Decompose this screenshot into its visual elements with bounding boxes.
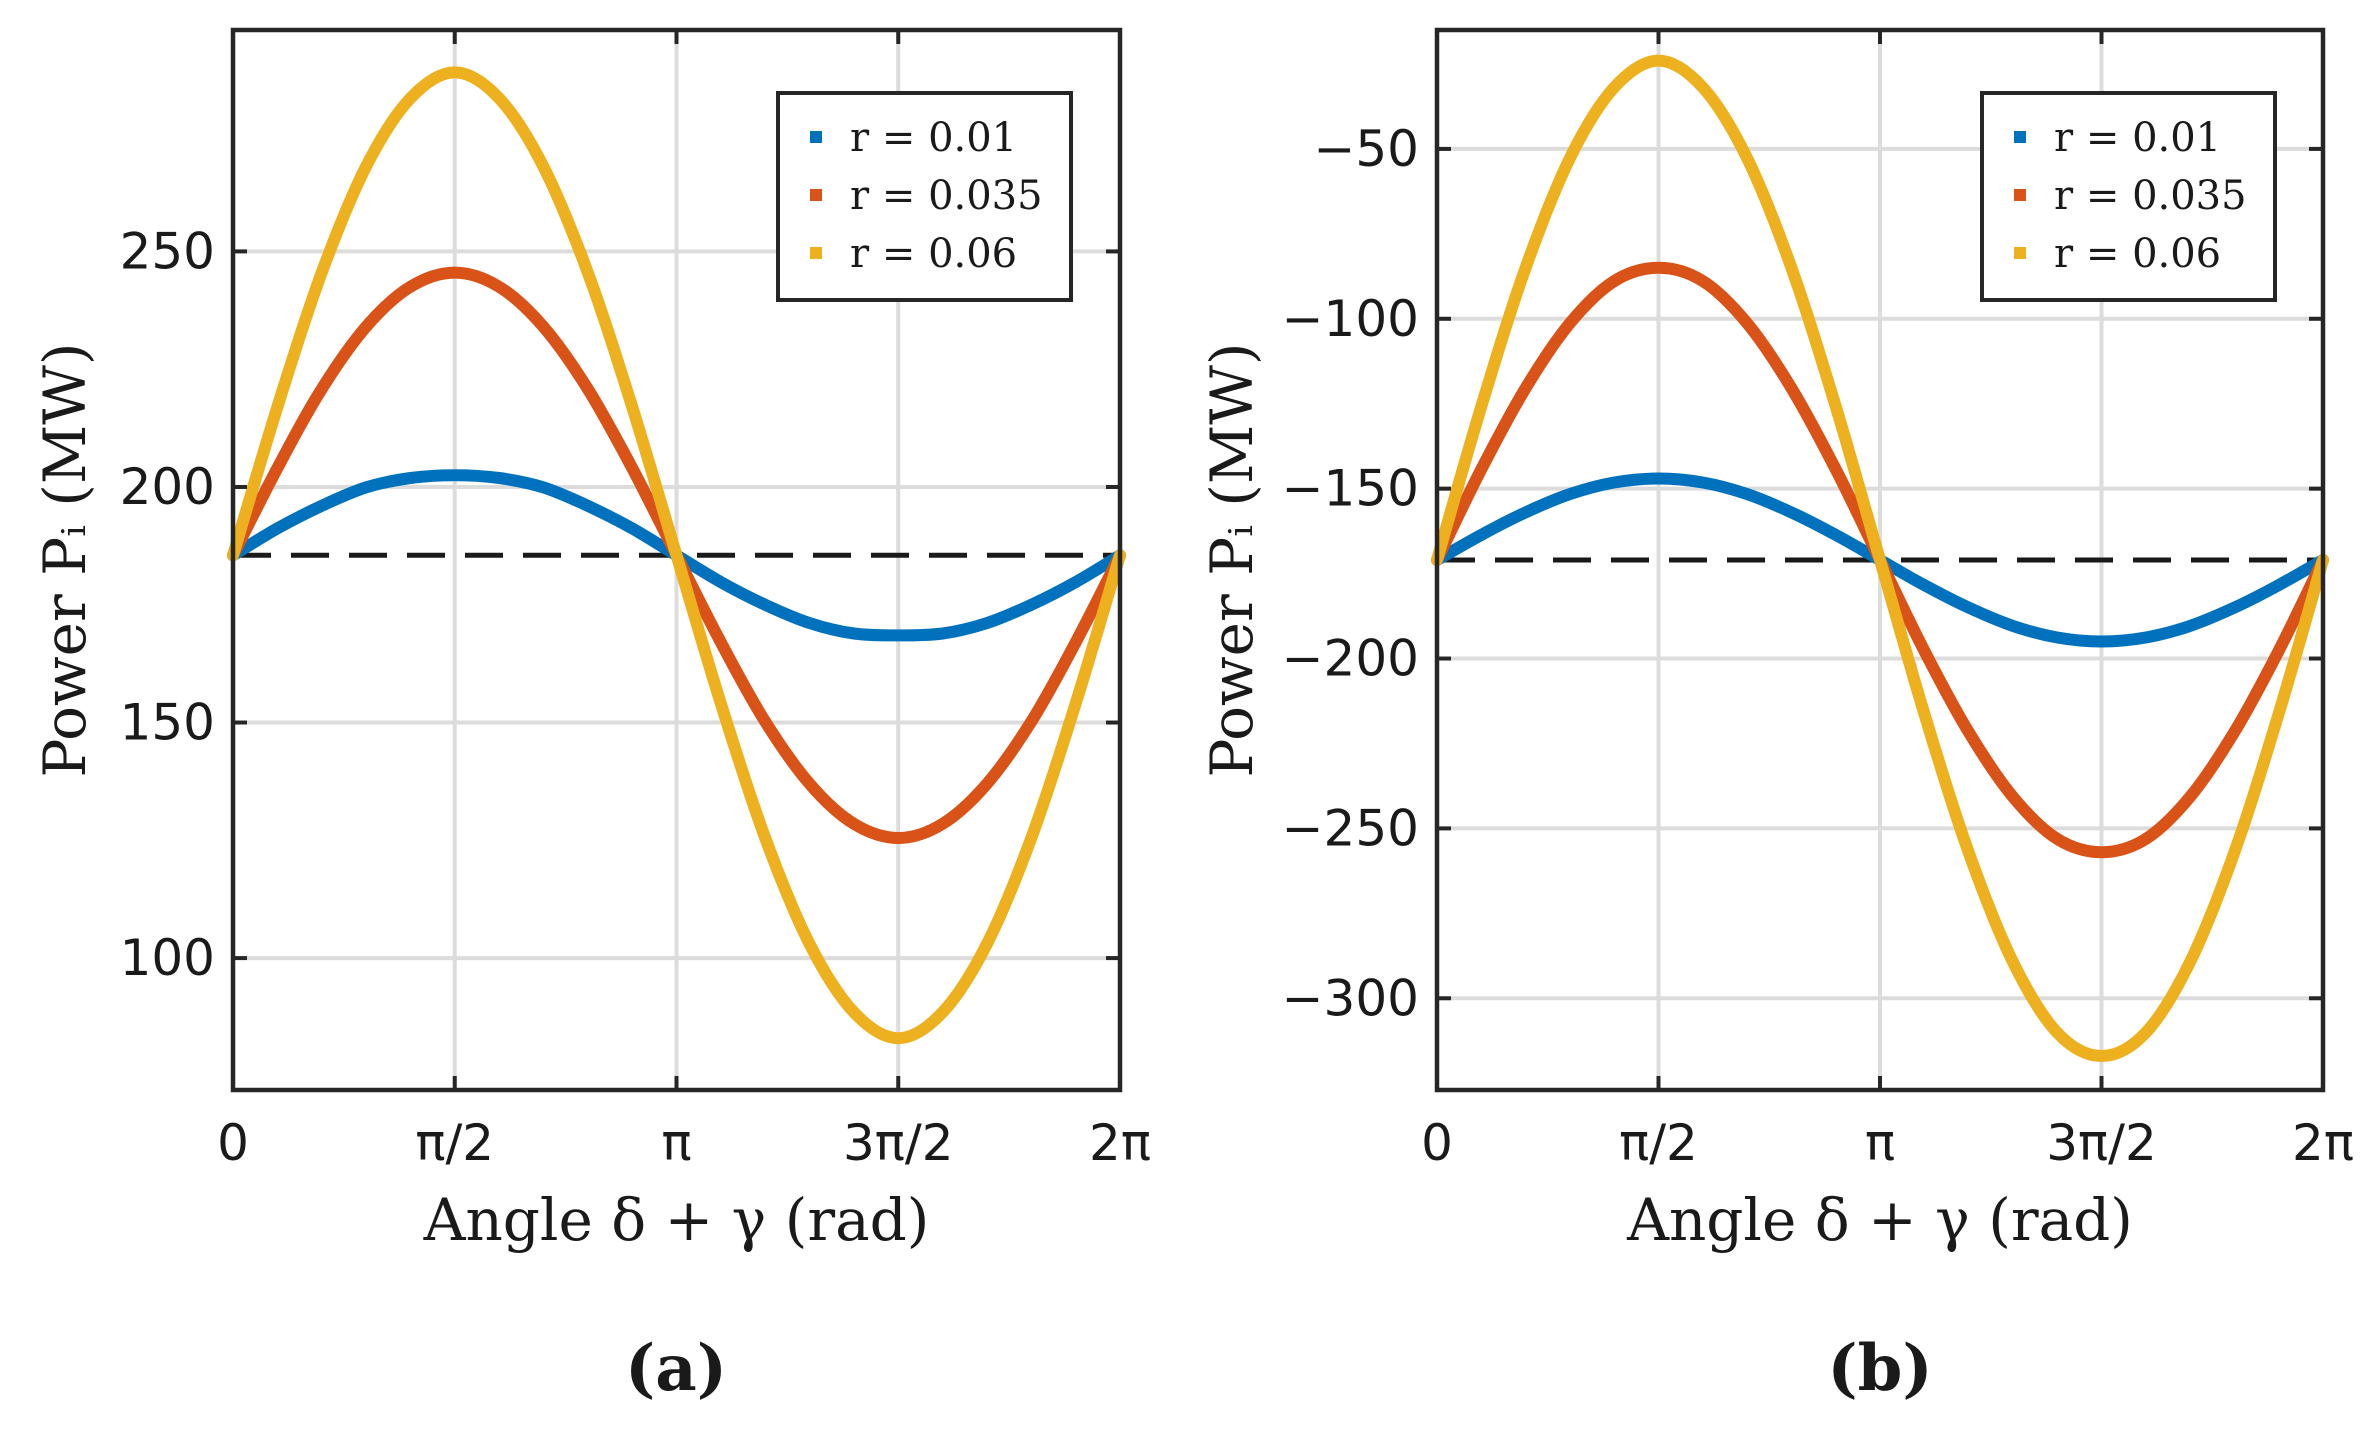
x-tick-label: 0	[1421, 1114, 1453, 1172]
y-axis-label: Power Pᵢ (MW)	[1198, 342, 1266, 777]
legend: r = 0.01 r = 0.035 r = 0.06	[1980, 91, 2277, 302]
legend-marker-2	[2014, 189, 2026, 201]
legend-label-1: r = 0.01	[2054, 115, 2221, 161]
x-tick-label: 2π	[1089, 1114, 1151, 1172]
x-tick-label: π	[1865, 1114, 1895, 1172]
y-tick-label: −150	[1282, 460, 1419, 518]
y-tick-label: 100	[120, 929, 215, 987]
x-tick-label: 2π	[2292, 1114, 2354, 1172]
x-tick-label: 3π/2	[2046, 1114, 2157, 1172]
y-tick-label: −250	[1282, 799, 1419, 857]
legend-label-2: r = 0.035	[2054, 173, 2247, 219]
legend-label-2: r = 0.035	[850, 173, 1043, 219]
panel-a: 0 π/2 π 3π/2 2π 100 150 200 250 Angle δ + γ (rad)…	[31, 27, 1151, 1406]
y-axis-label: Power Pᵢ (MW)	[31, 342, 99, 777]
y-tick-label: −50	[1313, 120, 1419, 178]
legend-label-3: r = 0.06	[850, 231, 1017, 277]
panel-label: (b)	[1827, 1331, 1932, 1406]
x-axis-label: Angle δ + γ (rad)	[1626, 1186, 2133, 1254]
panel-b: 0 π/2 π 3π/2 2π −300 −250 −200 −150 −100 −50 Angle …	[1198, 27, 2354, 1406]
y-tick-label: 200	[120, 458, 215, 516]
legend-label-3: r = 0.06	[2054, 231, 2221, 277]
legend: r = 0.01 r = 0.035 r = 0.06	[776, 91, 1073, 302]
y-tick-label: −200	[1282, 630, 1419, 688]
x-axis-label: Angle δ + γ (rad)	[423, 1186, 930, 1254]
x-tick-label: 3π/2	[843, 1114, 954, 1172]
y-tick-label: −300	[1282, 969, 1419, 1027]
x-tick-label: 0	[217, 1114, 249, 1172]
panel-label: (a)	[625, 1331, 727, 1406]
y-tick-label: 150	[120, 694, 215, 752]
legend-marker-3	[810, 247, 822, 259]
legend-label-1: r = 0.01	[850, 115, 1017, 161]
legend-marker-1	[2014, 131, 2026, 143]
series-line-3	[1431, 54, 2329, 1062]
legend-marker-1	[810, 131, 822, 143]
legend-box	[776, 91, 1073, 302]
series-line-3	[227, 66, 1126, 1045]
y-tick-label: −100	[1282, 290, 1419, 348]
x-tick-label: π/2	[415, 1114, 494, 1172]
y-tick-label: 250	[120, 222, 215, 280]
x-tick-label: π	[661, 1114, 691, 1172]
x-tick-label: π/2	[1619, 1114, 1698, 1172]
legend-marker-2	[810, 189, 822, 201]
legend-marker-3	[2014, 247, 2026, 259]
legend-box	[1980, 91, 2277, 302]
